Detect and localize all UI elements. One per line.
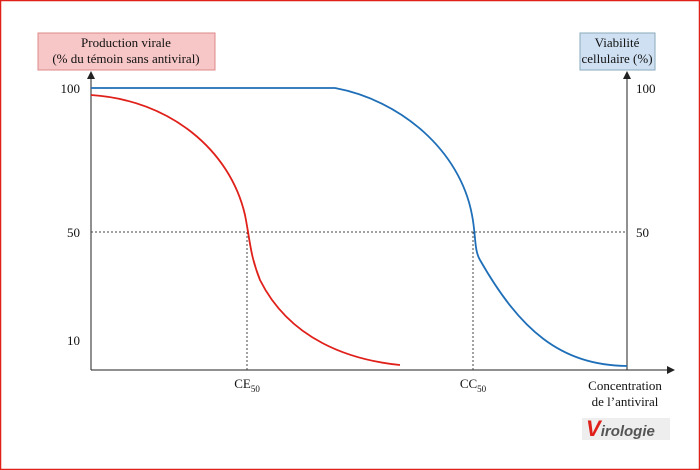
right-tick-label: 100 — [636, 81, 656, 96]
left-label-box — [37, 32, 216, 71]
x-axis-label: Concentration — [588, 378, 662, 393]
right-axis-label: cellulaire (%) — [581, 51, 652, 66]
logo: Virologie — [586, 416, 655, 441]
left-axis-label: Production virale — [81, 35, 171, 50]
virus-curve — [90, 94, 401, 366]
left-axis-label: (% du témoin sans antiviral) — [52, 51, 199, 66]
right-axis-label: Viabilité — [595, 35, 640, 50]
marker-subscript: 50 — [251, 384, 261, 394]
logo-initial: V — [586, 416, 603, 441]
logo-bg — [582, 418, 670, 440]
x-axis-label: de l’antiviral — [592, 394, 659, 409]
right-label-box — [579, 32, 656, 71]
cell-curve — [91, 87, 628, 367]
marker-label: CE — [234, 376, 251, 391]
cc50-label: CC50 — [460, 376, 487, 394]
right-tick-label: 50 — [636, 225, 649, 240]
marker-subscript: 50 — [477, 384, 487, 394]
left-tick-label: 50 — [67, 225, 80, 240]
ce50-label: CE50 — [234, 376, 260, 394]
marker-label: CC — [460, 376, 477, 391]
left-tick-label: 100 — [61, 81, 81, 96]
logo-text: irologie — [601, 423, 655, 440]
left-tick-label: 10 — [67, 333, 80, 348]
